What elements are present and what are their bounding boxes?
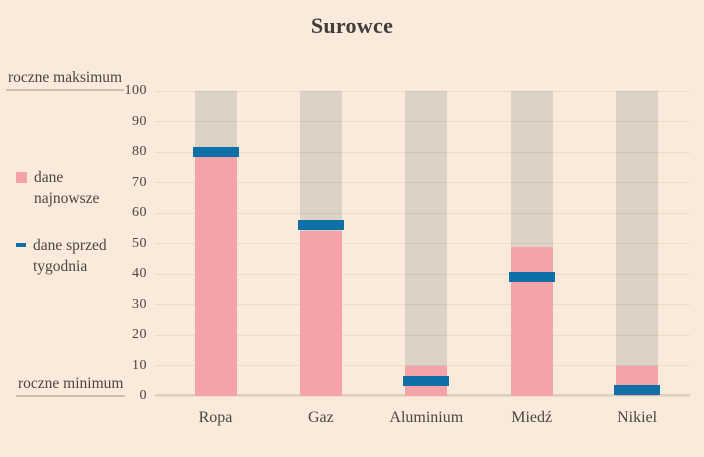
latest-bar <box>510 246 553 396</box>
latest-bar <box>194 155 237 396</box>
range-track <box>616 91 659 396</box>
legend-item-week-ago-data: dane sprzed tygodnia <box>16 235 121 277</box>
x-axis-category-label: Aluminium <box>389 409 464 426</box>
x-axis-category-label: Nikiel <box>617 409 658 426</box>
y-axis-tick-label: 20 <box>132 327 147 342</box>
gridline <box>155 90 690 92</box>
y-axis-tick-label: 60 <box>132 205 147 220</box>
week-ago-marker <box>192 147 239 157</box>
week-ago-marker <box>297 220 344 231</box>
annotation-yearly-minimum: roczne minimum <box>16 375 126 397</box>
gridline <box>155 121 690 122</box>
y-axis-tick-label: 80 <box>132 144 147 159</box>
gridline <box>155 243 690 244</box>
week-ago-marker <box>614 384 661 395</box>
gridline <box>155 334 690 336</box>
gridline <box>155 273 690 275</box>
y-axis-tick-label: 40 <box>132 266 147 281</box>
y-axis-tick-label: 30 <box>132 296 147 312</box>
y-axis-tick-label: 0 <box>139 388 147 403</box>
gridline <box>155 182 690 183</box>
pink-square-swatch <box>16 172 27 183</box>
y-axis-tick-label: 10 <box>132 357 147 373</box>
annotation-yearly-maximum: roczne maksimum <box>6 69 125 91</box>
legend-label-latest: dane najnowsze <box>34 169 100 207</box>
gridline <box>155 304 690 305</box>
plot-area <box>155 90 690 397</box>
week-ago-marker <box>508 272 555 283</box>
x-axis-category-label: Gaz <box>308 409 334 426</box>
latest-bar <box>299 231 342 396</box>
y-axis-tick-label: 70 <box>132 174 147 190</box>
blue-dash-swatch <box>16 243 26 247</box>
y-axis-tick-label: 100 <box>124 83 147 98</box>
y-axis-tick-label: 50 <box>132 235 147 251</box>
range-track <box>405 91 448 396</box>
x-axis-category-label: Ropa <box>198 409 233 426</box>
y-axis-tick-label: 90 <box>132 113 147 129</box>
x-axis-category-label: Miedź <box>511 409 553 426</box>
chart-title: Surowce <box>310 13 394 38</box>
legend-item-latest-data: dane najnowsze <box>16 167 122 209</box>
gridline <box>155 395 690 397</box>
week-ago-marker <box>403 375 450 386</box>
gridline <box>155 151 690 153</box>
gridline <box>155 212 690 214</box>
legend-label-week-ago: dane sprzed tygodnia <box>33 237 107 275</box>
